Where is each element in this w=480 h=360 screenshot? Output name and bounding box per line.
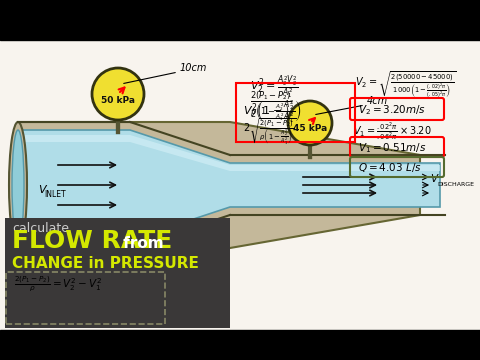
Text: 45 kPa: 45 kPa bbox=[293, 124, 327, 133]
Text: $\frac{2(P_1-P_2)}{\rho} = V_2^2 - V_1^2$: $\frac{2(P_1-P_2)}{\rho} = V_2^2 - V_1^2… bbox=[14, 275, 102, 294]
Polygon shape bbox=[18, 122, 420, 248]
Text: INLET: INLET bbox=[44, 190, 66, 199]
Text: $V_2 = 3.20 m/s$: $V_2 = 3.20 m/s$ bbox=[358, 103, 426, 117]
Text: $V_1 = 0.51 m/s$: $V_1 = 0.51 m/s$ bbox=[358, 141, 427, 155]
Text: calculate: calculate bbox=[12, 222, 69, 235]
Circle shape bbox=[92, 68, 144, 120]
Text: $V_2^2\left(1 - \frac{A_2^2}{A_1^2}\right)$: $V_2^2\left(1 - \frac{A_2^2}{A_1^2}\righ… bbox=[243, 99, 302, 125]
Circle shape bbox=[288, 101, 332, 145]
Bar bbox=[0, 40, 480, 330]
Text: 10cm: 10cm bbox=[180, 63, 207, 73]
Text: from: from bbox=[118, 236, 164, 251]
Text: $\frac{2(P_1-P_2)}{\rho\left(1-\frac{A_2^2}{A_1^2}\right)}$: $\frac{2(P_1-P_2)}{\rho\left(1-\frac{A_2… bbox=[250, 90, 291, 123]
Text: V: V bbox=[38, 185, 46, 195]
Ellipse shape bbox=[9, 122, 27, 248]
Text: 4cm: 4cm bbox=[367, 96, 388, 106]
Polygon shape bbox=[18, 135, 440, 171]
Text: 50 kPa: 50 kPa bbox=[101, 96, 135, 105]
Text: $V_1 = \frac{.02^2\pi}{.06^2\pi} \times 3.20$: $V_1 = \frac{.02^2\pi}{.06^2\pi} \times … bbox=[353, 121, 432, 142]
Text: $Q = 4.03\ L/s$: $Q = 4.03\ L/s$ bbox=[358, 161, 422, 174]
FancyBboxPatch shape bbox=[5, 218, 230, 328]
Polygon shape bbox=[18, 130, 440, 240]
Text: $2\sqrt{\frac{2(P_1-P_2)}{\rho\left(1-\frac{A_2^2}{A_1^2}\right)}}$: $2\sqrt{\frac{2(P_1-P_2)}{\rho\left(1-\f… bbox=[243, 117, 297, 147]
Text: FLOW RATE: FLOW RATE bbox=[12, 229, 172, 253]
Text: DISCHARGE: DISCHARGE bbox=[437, 182, 474, 187]
Text: CHANGE in PRESSURE: CHANGE in PRESSURE bbox=[12, 256, 199, 271]
Text: $V_2 = \sqrt{\frac{2(50000-45000)}{1000\left(1-\frac{(.02)^2\pi}{(.05)^2\pi}\rig: $V_2 = \sqrt{\frac{2(50000-45000)}{1000\… bbox=[355, 69, 456, 100]
Bar bbox=[0, 0, 480, 40]
Text: $V_2^2 = \frac{A_2^2 V_2^2}{A_1^2}$: $V_2^2 = \frac{A_2^2 V_2^2}{A_1^2}$ bbox=[250, 74, 299, 100]
Ellipse shape bbox=[12, 130, 24, 240]
Bar bbox=[0, 330, 480, 360]
Text: V: V bbox=[430, 174, 437, 184]
